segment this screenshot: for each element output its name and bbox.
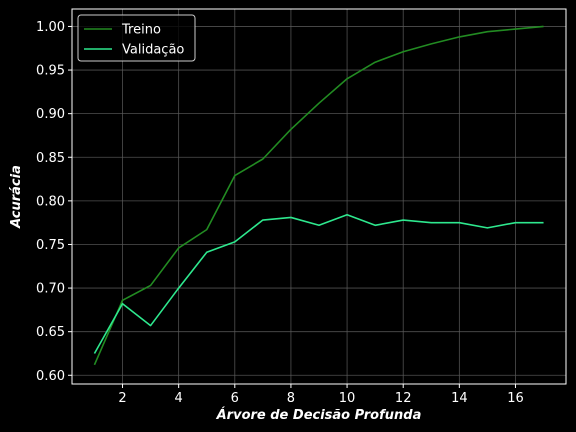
y-tick-label: 0.95 xyxy=(36,64,65,79)
y-tick-label: 0.80 xyxy=(36,194,65,209)
x-tick-label: 14 xyxy=(451,391,468,406)
plot-frame xyxy=(71,8,567,385)
series-lines xyxy=(93,25,544,366)
grid-lines xyxy=(72,9,566,384)
y-tick-label: 0.65 xyxy=(36,325,65,340)
legend-label-treino: Treino xyxy=(121,23,161,38)
x-tick-label: 10 xyxy=(339,391,356,406)
x-tick-label: 8 xyxy=(287,391,295,406)
legend: Treino Validação xyxy=(77,14,196,62)
y-tick-label: 1.00 xyxy=(36,20,65,35)
y-tick-label: 0.70 xyxy=(36,282,65,297)
x-tick-label: 6 xyxy=(231,391,239,406)
x-tick-label: 16 xyxy=(507,391,524,406)
x-tick-label: 4 xyxy=(175,391,183,406)
y-tick-label: 0.85 xyxy=(36,151,65,166)
series-line-1 xyxy=(93,214,544,354)
series-line-0 xyxy=(93,25,544,366)
legend-label-validacao: Validação xyxy=(122,43,184,58)
x-tick-label: 12 xyxy=(395,391,412,406)
y-axis-label: Acurácia xyxy=(9,165,24,229)
y-tick-label: 0.90 xyxy=(36,107,65,122)
y-tick-label: 0.60 xyxy=(36,369,65,384)
y-tick-label: 0.75 xyxy=(36,238,65,253)
axis-ticks: 2 4 6 8 10 12 14 16 0.60 0.65 0.70 0.75 0.80 0.85 0.90… xyxy=(36,20,524,406)
x-axis-label: Árvore de Decisão Profunda xyxy=(216,407,422,423)
x-tick-label: 2 xyxy=(118,391,126,406)
